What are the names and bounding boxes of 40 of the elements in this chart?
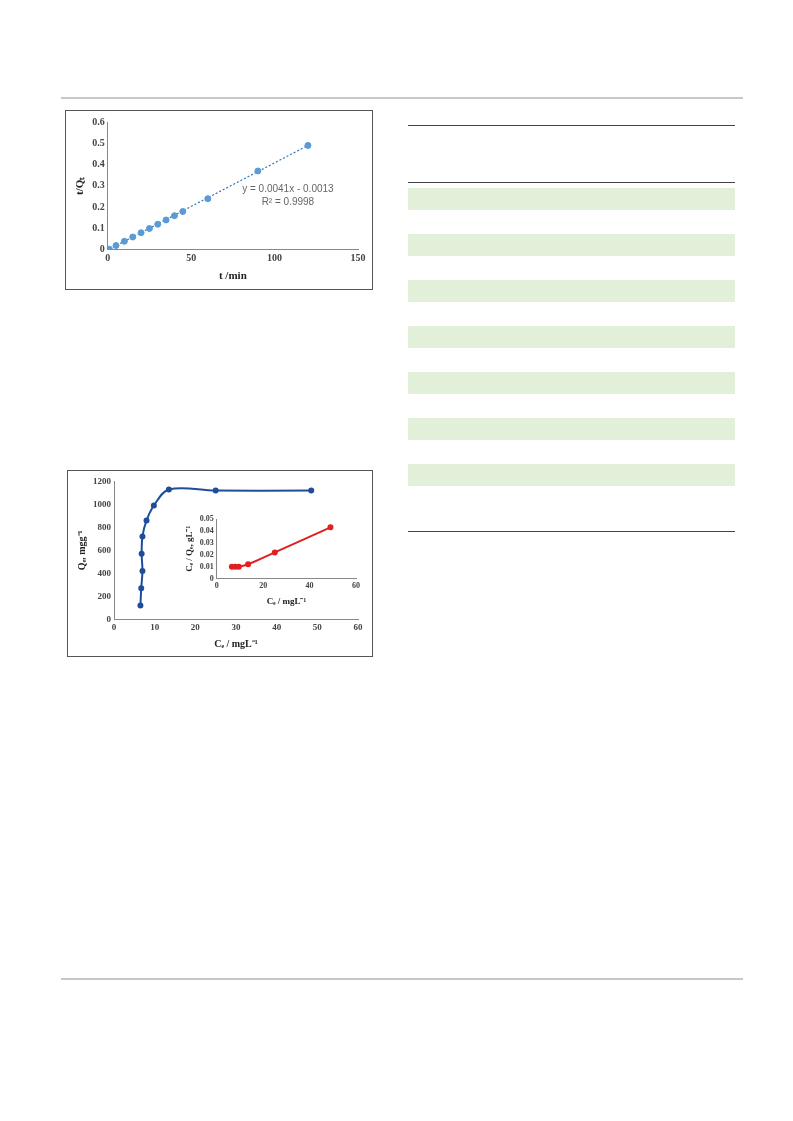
y-axis-title: t/Qₜ	[73, 176, 86, 196]
y-tick-label: 0.5	[92, 136, 105, 148]
y-tick-label: 0.3	[92, 179, 105, 191]
y-tick-label: 0.2	[92, 200, 105, 212]
y-tick-label: 1000	[93, 498, 112, 509]
y-tick-label: 1200	[93, 475, 112, 486]
y-tick-label: 0.02	[199, 549, 214, 559]
x-tick-label: 60	[352, 581, 360, 591]
y-axis-title: Cₑ / Qₑ, gL⁻¹	[183, 525, 194, 572]
y-tick-label: 0	[209, 573, 214, 583]
x-tick-label: 40	[305, 581, 314, 591]
y-tick-label: 800	[97, 521, 112, 532]
x-axis-title: Cₑ / mgL⁻¹	[214, 637, 258, 649]
y-tick-label: 0.03	[199, 537, 214, 547]
x-tick-label: 20	[190, 621, 201, 632]
y-tick-label: 200	[97, 590, 112, 601]
x-tick-label: 50	[312, 621, 323, 632]
x-tick-label: 20	[259, 581, 268, 591]
x-tick-label: 50	[186, 252, 197, 264]
x-tick-label: 40	[272, 621, 282, 632]
y-tick-label: 400	[97, 567, 112, 578]
x-tick-label: 10	[150, 621, 160, 632]
y-tick-label: 0.4	[92, 158, 105, 170]
x-axis-title: t /min	[218, 269, 247, 282]
y-tick-label: 600	[97, 544, 112, 555]
y-tick-label: 0.05	[199, 514, 214, 524]
y-tick-label: 0	[99, 243, 105, 255]
x-axis-title: Cₑ / mgL⁻¹	[266, 595, 307, 606]
y-tick-label: 0.04	[199, 525, 214, 535]
y-tick-label: 0.1	[92, 222, 105, 234]
annotation: R² = 0.9998	[261, 196, 315, 208]
x-tick-label: 30	[231, 621, 241, 632]
x-tick-label: 100	[267, 252, 283, 264]
y-tick-label: 0.01	[199, 561, 214, 571]
y-tick-label: 0.6	[92, 115, 105, 127]
y-axis-title: Qₑ, mgg⁻¹	[75, 530, 87, 571]
x-tick-label: 150	[350, 252, 366, 264]
annotation: y = 0.0041x - 0.0013	[242, 183, 335, 195]
y-tick-label: 0	[106, 613, 112, 624]
x-tick-label: 60	[353, 621, 363, 632]
